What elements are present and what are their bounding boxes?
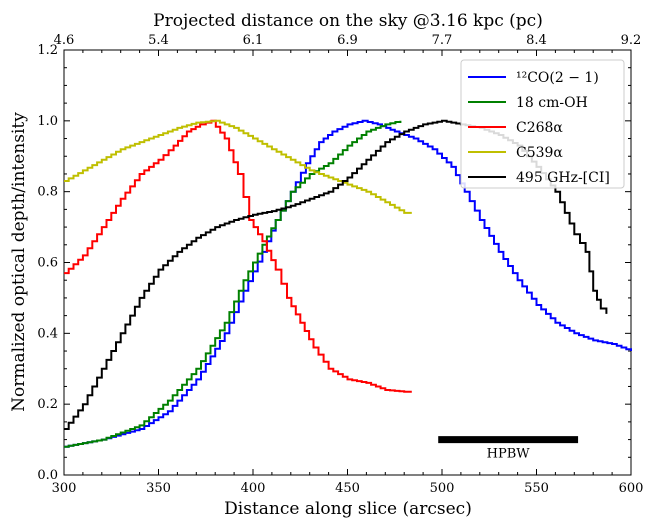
series-line-2 xyxy=(64,119,412,393)
top-tick-label: 4.6 xyxy=(54,33,75,48)
x-tick-label: 550 xyxy=(524,481,549,496)
top-tick-label: 6.1 xyxy=(243,33,264,48)
hpbw-label: HPBW xyxy=(487,447,531,462)
y-tick-label: 0.0 xyxy=(37,468,58,483)
y-tick-label: 0.4 xyxy=(37,326,58,341)
top-tick-label: 8.4 xyxy=(526,33,547,48)
legend-item: 18 cm-OH xyxy=(468,95,588,111)
tick-marks xyxy=(63,49,632,476)
series-line-3 xyxy=(64,119,412,214)
legend-label: ¹²CO(2 − 1) xyxy=(516,70,599,86)
top-tick-label: 9.2 xyxy=(621,33,642,48)
legend-item: ¹²CO(2 − 1) xyxy=(468,70,599,86)
y-tick-label: 0.8 xyxy=(37,185,58,200)
top-tick-label: 5.4 xyxy=(148,33,169,48)
y-tick-label: 1.0 xyxy=(37,114,58,129)
x-tick-label: 350 xyxy=(146,481,171,496)
legend-label: C539α xyxy=(516,145,563,161)
x-tick-label: 300 xyxy=(52,481,77,496)
top-axis-title: Projected distance on the sky @3.16 kpc … xyxy=(153,11,543,31)
series-line-0 xyxy=(64,119,632,448)
y-tick-label: 0.6 xyxy=(37,256,58,271)
x-axis-title: Distance along slice (arcsec) xyxy=(224,499,472,519)
y-tick-label: 0.2 xyxy=(37,397,58,412)
top-tick-labels: 4.6 5.4 6.1 6.9 7.7 8.4 9.2 xyxy=(54,33,642,48)
legend-item: C268α xyxy=(468,120,563,136)
y-tick-label: 1.2 xyxy=(37,43,58,58)
top-tick-label: 7.7 xyxy=(432,33,453,48)
legend-item: C539α xyxy=(468,145,563,161)
top-tick-label: 6.9 xyxy=(337,33,358,48)
legend-label: 495 GHz-[CI] xyxy=(516,170,610,186)
x-tick-label: 400 xyxy=(241,481,266,496)
x-tick-label: 600 xyxy=(619,481,644,496)
legend-item: 495 GHz-[CI] xyxy=(468,170,610,186)
hpbw-annotation: HPBW xyxy=(438,436,579,462)
series-line-1 xyxy=(64,120,402,448)
y-tick-labels: 0.0 0.2 0.4 0.6 0.8 1.0 1.2 xyxy=(37,43,58,483)
x-tick-label: 500 xyxy=(430,481,455,496)
legend-label: 18 cm-OH xyxy=(516,95,588,111)
x-tick-label: 450 xyxy=(335,481,360,496)
x-tick-labels: 300 350 400 450 500 550 600 xyxy=(52,481,644,496)
y-axis-title: Normalized optical depth/intensity xyxy=(9,112,29,412)
legend: ¹²CO(2 − 1) 18 cm-OH C268α C539α 495 GHz… xyxy=(460,59,625,189)
legend-box xyxy=(460,59,625,189)
legend-label: C268α xyxy=(516,120,563,136)
